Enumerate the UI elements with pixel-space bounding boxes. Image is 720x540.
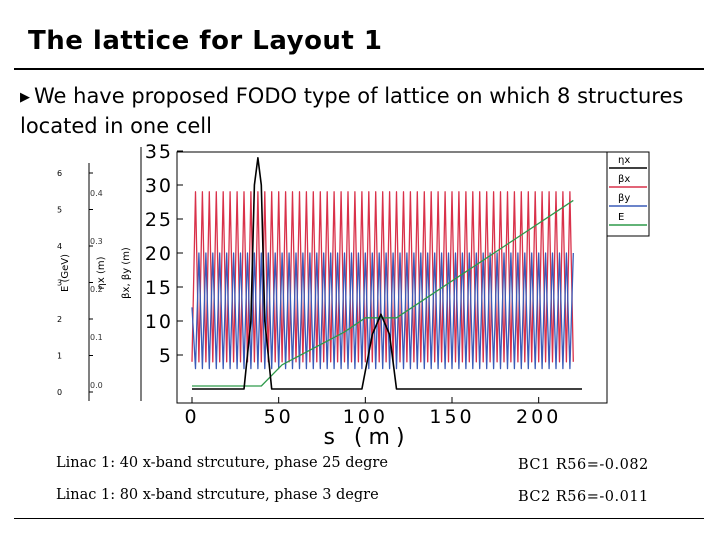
legend-label: βx <box>618 174 630 185</box>
y-tick-label: 25 <box>145 209 173 231</box>
eta-tick-label: 0.0 <box>90 381 103 390</box>
y-tick-label: 35 <box>145 143 173 163</box>
s-axis-ticks: 0 50 100 150 200 <box>184 397 561 428</box>
eta-tick-label: 0.4 <box>90 189 103 198</box>
series-lines <box>191 157 582 390</box>
plot-frame <box>176 151 608 404</box>
series-line-3 <box>192 199 574 387</box>
beta-axis-label: βx, βy (m) <box>121 247 132 299</box>
legend-label: ηx <box>618 155 630 166</box>
note-bc2: BC2 R56=-0.011 <box>518 489 649 505</box>
triangle-right-icon: ▶ <box>20 90 30 105</box>
bullet-text: We have proposed FODO type of lattice on… <box>20 84 684 138</box>
eta-tick-label: 0.1 <box>90 333 103 342</box>
legend-box <box>606 151 650 237</box>
eta-axis-ticks: 0.4 0.3 0.2 0.1 0.0 <box>90 189 103 390</box>
note-linac-2: Linac 1: 80 x-band strcuture, phase 3 de… <box>56 487 379 503</box>
e-tick-label: 2 <box>57 315 62 324</box>
legend-label: E <box>618 212 624 223</box>
e-tick-label: 4 <box>57 242 62 251</box>
page-title: The lattice for Layout 1 <box>28 26 383 56</box>
e-tick-label: 3 <box>57 279 62 288</box>
x-tick-label: 100 <box>343 406 388 428</box>
bottom-divider <box>14 518 704 519</box>
eta-axis-label: ηx (m) <box>96 256 107 289</box>
x-tick-label: 50 <box>264 406 294 428</box>
note-linac-1: Linac 1: 40 x-band strcuture, phase 25 d… <box>56 455 388 471</box>
y-tick-label: 30 <box>145 175 173 197</box>
eta-tick-label: 0.2 <box>90 285 103 294</box>
left-axes-group: 6 5 4 3 2 1 0 0.4 0.3 0.2 0.1 0.0 E (GeV) ηx (m) β… <box>57 147 142 401</box>
bullet-point: ▶ We have proposed FODO type of lattice o… <box>20 82 700 141</box>
beta-axis-ticks: 5 10 15 20 25 30 35 <box>145 143 183 367</box>
eta-tick-label: 0.3 <box>90 237 103 246</box>
x-tick-label: 150 <box>429 406 474 428</box>
e-tick-label: 1 <box>57 352 62 361</box>
e-axis-label: E (GeV) <box>60 254 71 292</box>
x-tick-label: 200 <box>516 406 561 428</box>
y-tick-label: 10 <box>145 311 173 333</box>
y-tick-label: 20 <box>145 243 173 265</box>
note-bc1: BC1 R56=-0.082 <box>518 457 649 473</box>
y-tick-label: 5 <box>159 345 173 367</box>
legend-label: βy <box>618 193 630 204</box>
e-axis-ticks: 6 5 4 3 2 1 0 <box>57 169 93 397</box>
title-divider <box>14 68 704 70</box>
series-line-0 <box>192 157 582 390</box>
e-tick-label: 0 <box>57 388 62 397</box>
x-tick-label: 0 <box>184 406 199 428</box>
e-tick-label: 5 <box>57 206 62 215</box>
legend: ηx βx βy E <box>606 151 650 237</box>
x-axis-label: s (m) <box>323 425 410 448</box>
e-tick-label: 6 <box>57 169 62 178</box>
series-line-2 <box>191 252 574 370</box>
y-tick-label: 15 <box>145 277 173 299</box>
